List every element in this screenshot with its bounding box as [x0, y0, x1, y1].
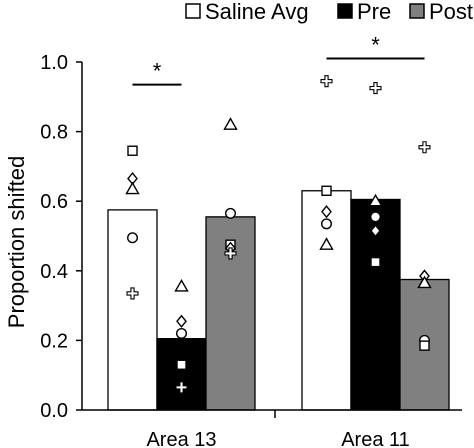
cross-marker	[369, 82, 382, 95]
x-tick-label: Area 13	[146, 429, 216, 448]
legend-label-pre: Pre	[357, 0, 391, 24]
legend-swatch-post	[409, 3, 425, 19]
circle-marker	[321, 218, 333, 230]
axes: 0.0 0.2 0.4 0.6 0.8 1.0 Area 13 Area 11 Proporti…	[4, 52, 462, 448]
square-marker	[370, 256, 381, 268]
data-points	[125, 75, 432, 394]
y-tick-label: 0.2	[40, 330, 68, 352]
triangle-marker	[417, 275, 432, 289]
y-tick-label: 1.0	[40, 52, 68, 74]
legend-swatch-pre	[337, 3, 353, 19]
legend: Saline Avg Pre Post	[185, 0, 473, 24]
cross-marker	[175, 381, 188, 394]
square-marker	[127, 145, 138, 156]
square-marker	[176, 359, 187, 370]
triangle-marker	[174, 279, 189, 292]
cross-marker	[320, 75, 333, 88]
circle-marker	[370, 211, 382, 223]
square-marker	[321, 185, 332, 196]
circle-marker	[224, 207, 236, 219]
x-tick-label: Area 11	[341, 429, 410, 448]
bar-area-13-pre	[156, 338, 207, 411]
diamond-marker	[176, 314, 187, 328]
legend-swatch-saline-avg	[185, 3, 201, 19]
triangle-marker	[223, 117, 238, 130]
cross-marker	[126, 287, 139, 300]
y-axis-title: Proportion shifted	[4, 156, 29, 328]
circle-marker	[175, 327, 187, 339]
cross-marker	[224, 247, 237, 260]
triangle-marker	[125, 181, 140, 195]
significance-asterisk: *	[153, 59, 162, 84]
bars	[107, 190, 450, 411]
significance-markers: **	[132, 33, 425, 86]
significance-asterisk: *	[371, 33, 380, 58]
y-tick-label: 0.4	[40, 261, 68, 283]
y-tick-label: 0.6	[40, 191, 68, 213]
legend-label-post: Post	[429, 0, 473, 24]
diamond-marker	[370, 224, 381, 238]
circle-marker	[126, 232, 138, 244]
square-marker	[419, 340, 430, 351]
y-tick-label: 0.8	[40, 122, 68, 144]
y-tick-label: 0.0	[40, 400, 68, 422]
triangle-marker	[368, 193, 383, 207]
triangle-marker	[319, 237, 334, 250]
diamond-marker	[321, 205, 332, 219]
bar-area-13-saline-avg	[107, 209, 158, 411]
legend-label-saline-avg: Saline Avg	[205, 0, 309, 24]
cross-marker	[418, 141, 431, 154]
